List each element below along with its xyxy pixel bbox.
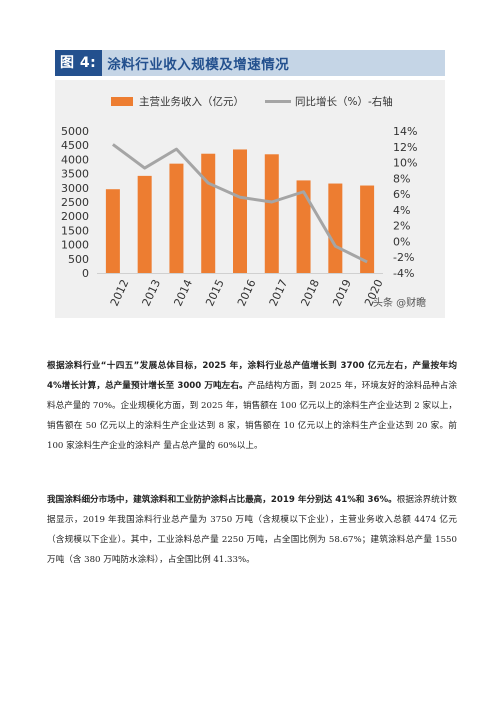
y-left-tick-label: 1500 [61,224,89,237]
y-left-tick-label: 4000 [61,153,89,166]
figure-header: 图 4: 涂料行业收入规模及增速情况 [55,50,445,76]
x-category-label: 2015 [203,277,227,308]
y-left-tick-label: 5000 [61,125,89,138]
revenue-growth-chart: 主营业务收入（亿元） 同比增长（%）-右轴 0 500 1000 1500 2000 2500… [55,80,445,318]
y-left-tick-label: 3500 [61,168,89,181]
x-category-label: 2016 [235,277,259,308]
y-left-tick-label: 3000 [61,182,89,195]
y-left-tick-label: 4500 [61,139,89,152]
figure-title: 涂料行业收入规模及增速情况 [107,57,290,73]
legend-bar-label: 主营业务收入（亿元） [139,95,244,108]
y-right-tick-label: 2% [393,220,410,233]
paragraph-1-bold: 根据涂料行业“十四五”发展总体目标，2025 年，涂料行业总产值增长到 3700… [47,361,457,391]
legend-line-label: 同比增长（%）-右轴 [295,95,393,108]
source-watermark: 头条 @财瞻 [373,296,426,309]
legend-bar-swatch [111,97,133,106]
y-right-tick-label: 14% [393,125,417,138]
paragraph-industry-goals: 根据涂料行业“十四五”发展总体目标，2025 年，涂料行业总产值增长到 3700… [47,356,457,456]
revenue-bar [169,163,184,273]
revenue-bar [105,189,120,273]
revenue-bar [264,154,279,273]
paragraph-1-body: 产品结构方面，到 2025 年，环境友好的涂料品种占涂料总产量的 70%。企业规… [47,381,457,451]
revenue-bar [328,183,343,273]
y-right-tick-label: 6% [393,188,410,201]
y-left-tick-label: 0 [82,267,89,280]
paragraph-2-bold: 我国涂料细分市场中，建筑涂料和工业防护涂料占比最高，2019 年分别达 41%和… [47,495,397,505]
x-category-label: 2018 [298,277,322,308]
x-category-label: 2019 [330,277,354,308]
revenue-bar [233,149,247,273]
y-left-tick-label: 2000 [61,210,89,223]
revenue-bar [360,185,375,273]
y-right-tick-label: 4% [393,204,410,217]
y-left-tick-label: 2500 [61,196,89,209]
y-right-tick-label: -4% [393,267,414,280]
y-right-tick-label: 8% [393,172,410,185]
y-left-tick-label: 1000 [61,239,89,252]
growth-line [111,143,368,264]
x-category-label: 2013 [140,277,164,308]
y-right-tick-label: -2% [393,251,414,264]
revenue-bar [201,153,216,273]
x-category-label: 2017 [267,277,291,308]
y-right-tick-label: 12% [393,141,417,154]
y-right-tick-label: 10% [393,157,417,170]
y-left-tick-label: 500 [68,253,89,266]
x-category-label: 2014 [171,277,195,308]
revenue-bar [137,175,152,273]
paragraph-market-segments: 我国涂料细分市场中，建筑涂料和工业防护涂料占比最高，2019 年分别达 41%和… [47,490,457,570]
paragraph-2-body: 根据涂界统计数据显示，2019 年我国涂料行业总产量为 3750 万吨（含规模以… [47,495,457,565]
figure-number: 图 4: [55,50,103,76]
x-category-label: 2012 [108,277,132,308]
revenue-bar [296,180,311,273]
y-right-tick-label: 0% [393,235,410,248]
